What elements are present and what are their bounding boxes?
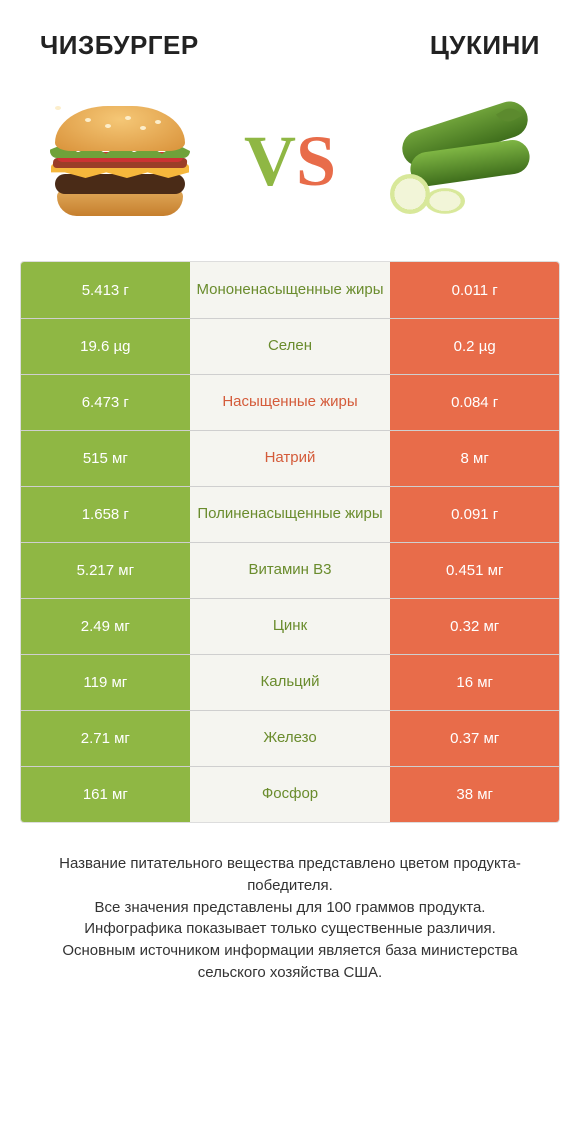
right-value: 8 мг — [390, 431, 559, 486]
nutrient-label: Насыщенные жиры — [190, 375, 391, 430]
right-value: 0.091 г — [390, 487, 559, 542]
table-row: 1.658 гПолиненасыщенные жиры0.091 г — [21, 486, 559, 542]
footnote-line: Название питательного вещества представл… — [30, 853, 550, 897]
nutrient-label: Селен — [190, 319, 391, 374]
cheeseburger-image — [30, 91, 210, 231]
left-value: 2.71 мг — [21, 711, 190, 766]
image-row: VS — [20, 71, 560, 261]
footnote-line: Основным источником информации является … — [30, 940, 550, 984]
nutrient-label: Железо — [190, 711, 391, 766]
title-row: ЧИЗБУРГЕР ЦУКИНИ — [20, 30, 560, 71]
footnote: Название питательного вещества представл… — [20, 853, 560, 984]
nutrient-label: Полиненасыщенные жиры — [190, 487, 391, 542]
table-row: 161 мгФосфор38 мг — [21, 766, 559, 822]
left-value: 161 мг — [21, 767, 190, 822]
right-value: 16 мг — [390, 655, 559, 710]
table-row: 19.6 µgСелен0.2 µg — [21, 318, 559, 374]
left-title: ЧИЗБУРГЕР — [40, 30, 199, 61]
right-value: 38 мг — [390, 767, 559, 822]
left-value: 6.473 г — [21, 375, 190, 430]
right-value: 0.084 г — [390, 375, 559, 430]
nutrient-label: Цинк — [190, 599, 391, 654]
footnote-line: Все значения представлены для 100 граммо… — [30, 897, 550, 919]
table-row: 2.71 мгЖелезо0.37 мг — [21, 710, 559, 766]
nutrient-label: Витамин B3 — [190, 543, 391, 598]
table-row: 5.413 гМононенасыщенные жиры0.011 г — [21, 262, 559, 318]
table-row: 515 мгНатрий8 мг — [21, 430, 559, 486]
left-value: 5.217 мг — [21, 543, 190, 598]
table-row: 119 мгКальций16 мг — [21, 654, 559, 710]
right-value: 0.2 µg — [390, 319, 559, 374]
table-row: 2.49 мгЦинк0.32 мг — [21, 598, 559, 654]
nutrition-table: 5.413 гМононенасыщенные жиры0.011 г19.6 … — [20, 261, 560, 823]
right-title: ЦУКИНИ — [430, 30, 540, 61]
left-value: 19.6 µg — [21, 319, 190, 374]
footnote-line: Инфографика показывает только существенн… — [30, 918, 550, 940]
nutrient-label: Кальций — [190, 655, 391, 710]
right-value: 0.37 мг — [390, 711, 559, 766]
vs-label: VS — [244, 125, 336, 197]
left-value: 119 мг — [21, 655, 190, 710]
vs-v: V — [244, 121, 296, 201]
nutrient-label: Фосфор — [190, 767, 391, 822]
right-value: 0.451 мг — [390, 543, 559, 598]
right-value: 0.32 мг — [390, 599, 559, 654]
table-row: 5.217 мгВитамин B30.451 мг — [21, 542, 559, 598]
nutrient-label: Натрий — [190, 431, 391, 486]
nutrient-label: Мононенасыщенные жиры — [190, 262, 391, 318]
left-value: 1.658 г — [21, 487, 190, 542]
left-value: 5.413 г — [21, 262, 190, 318]
vs-s: S — [296, 121, 336, 201]
right-value: 0.011 г — [390, 262, 559, 318]
table-row: 6.473 гНасыщенные жиры0.084 г — [21, 374, 559, 430]
zucchini-image — [370, 91, 550, 231]
left-value: 515 мг — [21, 431, 190, 486]
left-value: 2.49 мг — [21, 599, 190, 654]
